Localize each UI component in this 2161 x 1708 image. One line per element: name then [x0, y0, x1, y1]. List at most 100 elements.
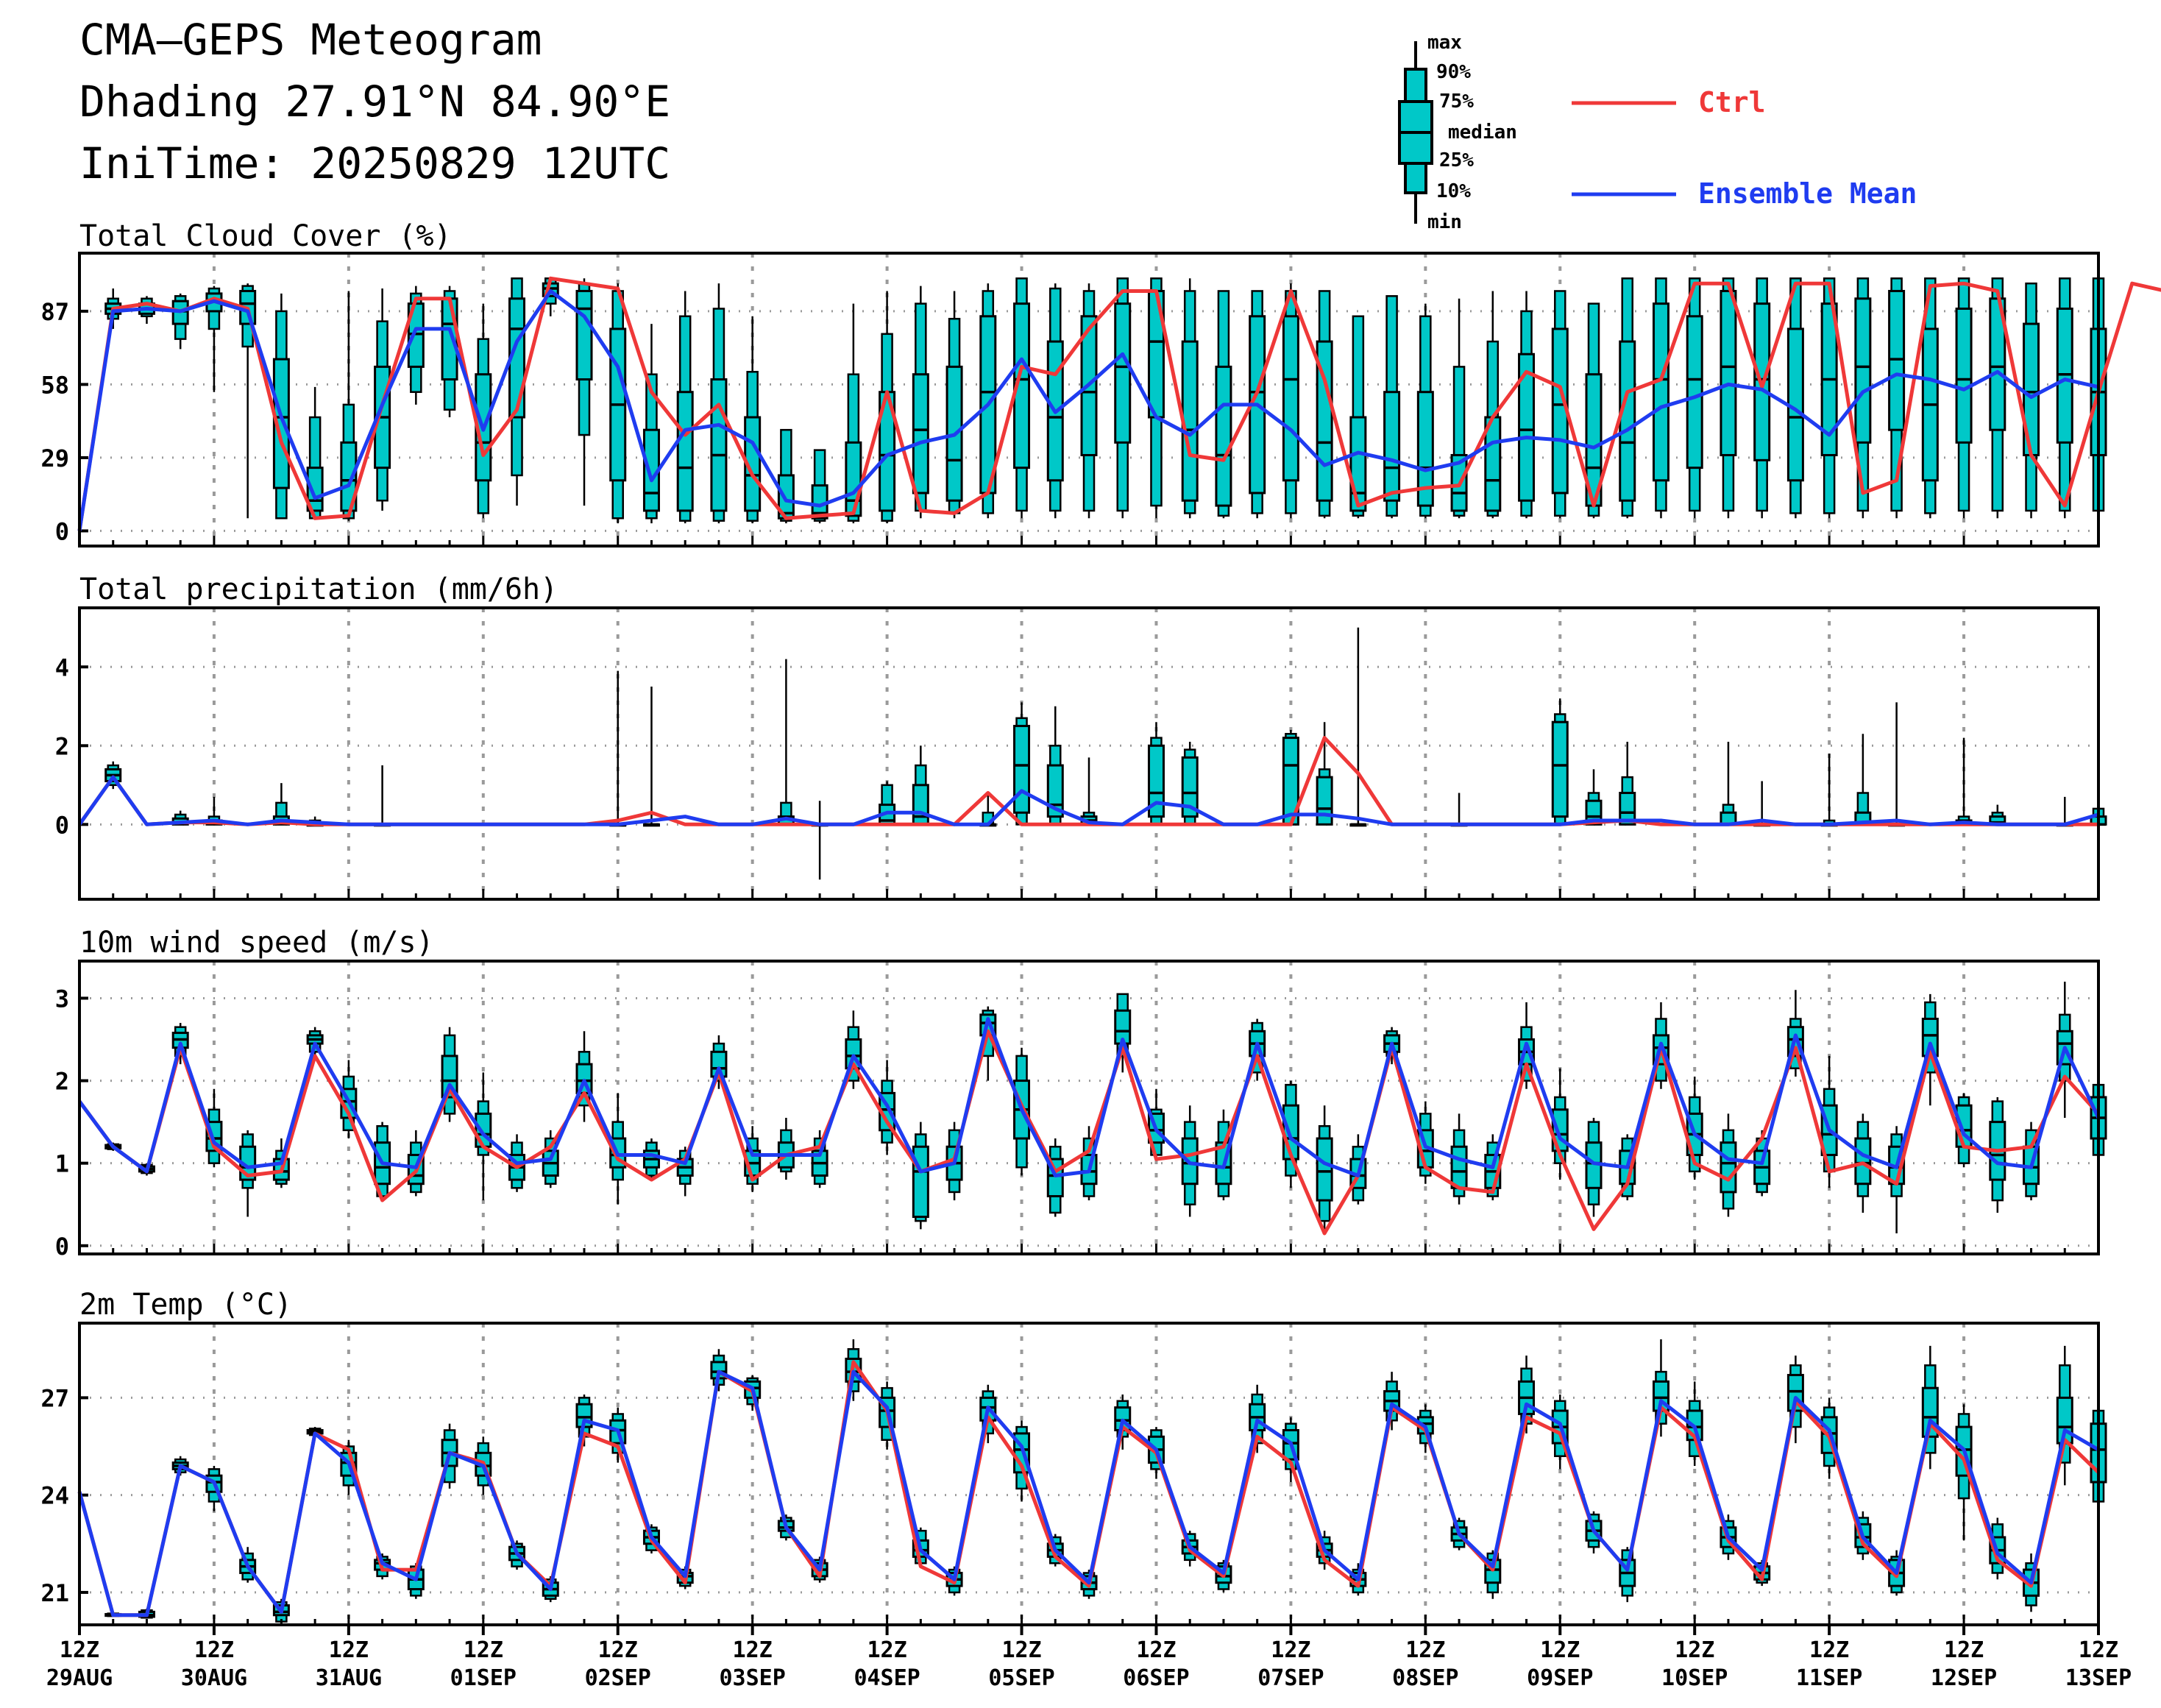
time-axis-date-label: 06SEP: [1123, 1665, 1189, 1691]
time-axis-date-label: 07SEP: [1257, 1665, 1324, 1691]
cloud-box-35: [1249, 290, 1266, 519]
cloud-inner-box: [1686, 315, 1703, 469]
time-axis-hour-label: 12Z: [733, 1637, 773, 1663]
time-axis-date-label: 01SEP: [450, 1665, 517, 1691]
cloud-inner-box: [676, 391, 694, 512]
wind-speed-panel: 10m wind speed (m/s) 0 1 2 3: [55, 926, 2107, 1261]
precip-box-6: [272, 783, 290, 826]
init-time-label: IniTime: 20250829 12UTC: [79, 138, 671, 188]
precip-y-tick-label: 0: [55, 811, 69, 839]
cloud-box-58: [2023, 282, 2040, 519]
cloud-inner-box: [845, 441, 862, 517]
time-axis-hour-label: 12Z: [1944, 1637, 1984, 1663]
cloud-box-45: [1585, 302, 1603, 519]
cloud-inner-box: [1383, 391, 1401, 502]
time-axis-hour-label: 12Z: [1540, 1637, 1580, 1663]
cloud-box-55: [1921, 277, 1939, 519]
wind-box-21: [777, 1118, 795, 1180]
legend-p90-label: 90%: [1436, 61, 1471, 83]
precip-box-32: [1147, 722, 1165, 826]
cloud-inner-box: [1955, 307, 1973, 444]
cloud-box-22: [811, 449, 828, 524]
wind-box-17: [642, 1138, 660, 1180]
precip-box-46: [1619, 741, 1636, 826]
precip-box-29: [1046, 706, 1064, 826]
temp-ensemble-mean-line: [77, 1369, 2100, 1617]
cloud-inner-box: [1282, 315, 1299, 482]
legend-p25-label: 25%: [1439, 149, 1474, 171]
cloud-box-20: [744, 316, 762, 524]
precip-box-45: [1585, 769, 1603, 826]
legend-box-glyph: [1398, 41, 1433, 224]
legend-ctrl-label: Ctrl: [1698, 86, 1766, 118]
legend-p10-label: 10%: [1436, 180, 1471, 202]
cloud-ensemble-mean-line: [77, 289, 2099, 531]
precip-ensemble-mean-line: [77, 775, 2099, 826]
legend-max-label: max: [1427, 32, 1462, 54]
cloud-box-54: [1888, 277, 1906, 519]
time-axis-date-label: 10SEP: [1661, 1665, 1728, 1691]
wind-inner-box: [441, 1055, 458, 1099]
cloud-box-57: [1989, 277, 2006, 519]
cloud-inner-box: [912, 373, 929, 495]
cloud-inner-box: [1619, 340, 1636, 502]
precip-y-tick-label: 4: [55, 653, 69, 681]
time-axis-date-label: 13SEP: [2065, 1665, 2132, 1691]
time-axis-hour-label: 12Z: [464, 1637, 503, 1663]
cloud-box-3: [171, 293, 189, 350]
legend-mean-label: Ensemble Mean: [1698, 177, 1917, 210]
precip-box-16: [609, 670, 627, 827]
precip-box-30: [1080, 757, 1098, 826]
wind-inner-box: [475, 1112, 492, 1148]
cloud-inner-box: [1652, 302, 1669, 482]
wind-box-22: [811, 1130, 828, 1188]
cloud-box-56: [1955, 277, 1973, 519]
precip-box-44: [1551, 698, 1569, 826]
cloud-box-31: [1114, 277, 1132, 519]
temp-box-4: [205, 1465, 223, 1512]
precip-inner-box: [1585, 799, 1603, 826]
time-axis-date-label: 31AUG: [316, 1665, 382, 1691]
wind-box-57: [1989, 1096, 2006, 1213]
cloud-box-27: [979, 283, 997, 519]
cloud-cover-panel: Total Cloud Cover (%) 0 29 58 87: [40, 219, 2161, 548]
cloud-box-40: [1416, 303, 1434, 519]
temp-y-tick-label: 21: [40, 1579, 69, 1607]
time-axis-date-label: 02SEP: [585, 1665, 651, 1691]
precip-box-56: [1955, 737, 1973, 826]
cloud-box-25: [912, 286, 929, 519]
wind-box-11: [441, 1027, 458, 1122]
legend-min-label: min: [1427, 211, 1462, 233]
wind-inner-box: [1854, 1137, 1872, 1186]
wind-inner-box: [1316, 1137, 1333, 1202]
time-axis-hour-label: 12Z: [1136, 1637, 1176, 1663]
time-axis: 12Z29AUG12Z30AUG12Z31AUG12Z01SEP12Z02SEP…: [46, 1625, 2132, 1691]
time-axis-hour-label: 12Z: [1405, 1637, 1445, 1663]
cloud-box-51: [1786, 277, 1804, 519]
precip-inner-box: [1013, 725, 1031, 814]
time-axis-hour-label: 12Z: [867, 1637, 907, 1663]
time-axis-date-label: 05SEP: [988, 1665, 1054, 1691]
location-label: Dhading 27.91°N 84.90°E: [79, 77, 671, 127]
cloud-y-tick-label: 87: [40, 298, 69, 326]
wind-y-tick-label: 3: [55, 985, 69, 1013]
precip-box-17: [642, 687, 660, 827]
cloud-inner-box: [1215, 365, 1232, 507]
wind-box-45: [1585, 1118, 1603, 1217]
temp-y-tick-label: 24: [40, 1482, 69, 1510]
time-axis-date-label: 11SEP: [1796, 1665, 1862, 1691]
precip-y-tick-label: 2: [55, 732, 69, 760]
precip-box-37: [1316, 722, 1333, 826]
precip-box-33: [1181, 741, 1199, 826]
cloud-inner-box: [1720, 289, 1737, 456]
time-axis-hour-label: 12Z: [598, 1637, 638, 1663]
wind-y-tick-label: 1: [55, 1150, 69, 1178]
time-axis-hour-label: 12Z: [1001, 1637, 1041, 1663]
cloud-box-50: [1753, 277, 1771, 519]
precip-box-22: [811, 801, 828, 880]
precip-inner-box: [1619, 792, 1636, 826]
time-axis-hour-label: 12Z: [1809, 1637, 1849, 1663]
precip-box-9: [374, 765, 391, 827]
cloud-box-39: [1383, 295, 1401, 519]
precip-inner-box: [1316, 776, 1333, 826]
